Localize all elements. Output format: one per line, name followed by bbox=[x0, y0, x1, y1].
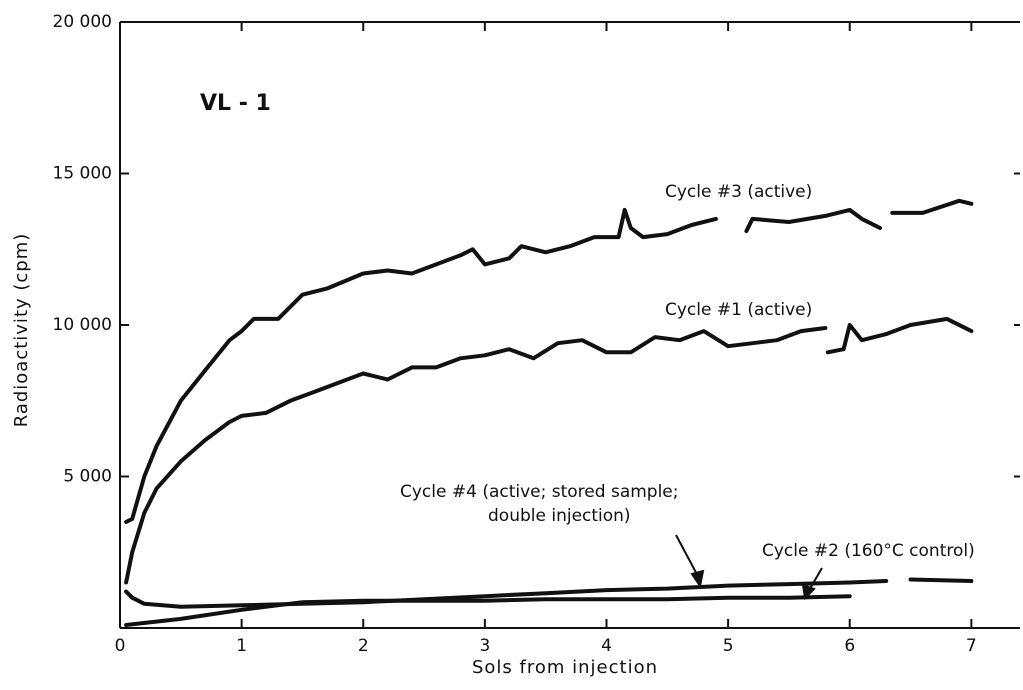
x-tick-label: 6 bbox=[844, 636, 855, 656]
arrow-head bbox=[690, 569, 705, 589]
data-line bbox=[124, 577, 974, 609]
x-tick-label: 4 bbox=[601, 636, 612, 656]
x-axis-label: Sols from injection bbox=[472, 657, 658, 678]
x-tick-label: 7 bbox=[966, 636, 977, 656]
annotation: Cycle #1 (active) bbox=[665, 300, 812, 320]
y-tick-label: 15 000 bbox=[53, 164, 112, 184]
panel-label: VL - 1 bbox=[200, 91, 271, 116]
annotation: Cycle #3 (active) bbox=[665, 182, 812, 202]
annotation: Cycle #2 (160°C control) bbox=[762, 541, 975, 561]
annotation: double injection) bbox=[488, 506, 631, 526]
data-line bbox=[124, 198, 974, 524]
arrow-head bbox=[801, 583, 816, 601]
y-tick-label: 20 000 bbox=[53, 12, 112, 32]
y-axis-label: Radioactivity (cpm) bbox=[11, 233, 32, 428]
x-tick-label: 2 bbox=[358, 636, 369, 656]
y-tick-label: 5 000 bbox=[63, 467, 112, 487]
x-tick-label: 0 bbox=[115, 636, 126, 656]
data-line bbox=[124, 316, 974, 585]
annotation: Cycle #4 (active; stored sample; bbox=[400, 482, 679, 502]
annotation-arrows bbox=[675, 534, 823, 601]
data-line bbox=[124, 594, 852, 627]
x-tick-label: 5 bbox=[723, 636, 734, 656]
x-tick-label: 3 bbox=[479, 636, 490, 656]
y-tick-label: 10 000 bbox=[53, 315, 112, 335]
x-tick-label: 1 bbox=[236, 636, 247, 656]
